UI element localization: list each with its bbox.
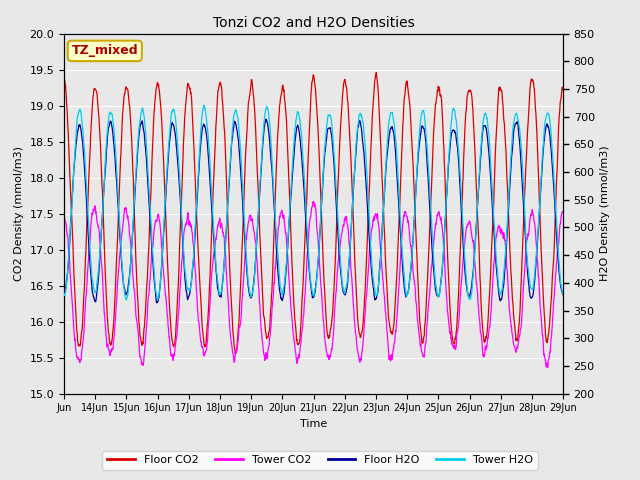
Y-axis label: CO2 Density (mmol/m3): CO2 Density (mmol/m3) (14, 146, 24, 281)
X-axis label: Time: Time (300, 419, 327, 429)
Legend: Floor CO2, Tower CO2, Floor H2O, Tower H2O: Floor CO2, Tower CO2, Floor H2O, Tower H… (102, 451, 538, 469)
Text: TZ_mixed: TZ_mixed (72, 44, 138, 58)
Y-axis label: H2O Density (mmol/m3): H2O Density (mmol/m3) (600, 146, 611, 281)
Title: Tonzi CO2 and H2O Densities: Tonzi CO2 and H2O Densities (212, 16, 415, 30)
